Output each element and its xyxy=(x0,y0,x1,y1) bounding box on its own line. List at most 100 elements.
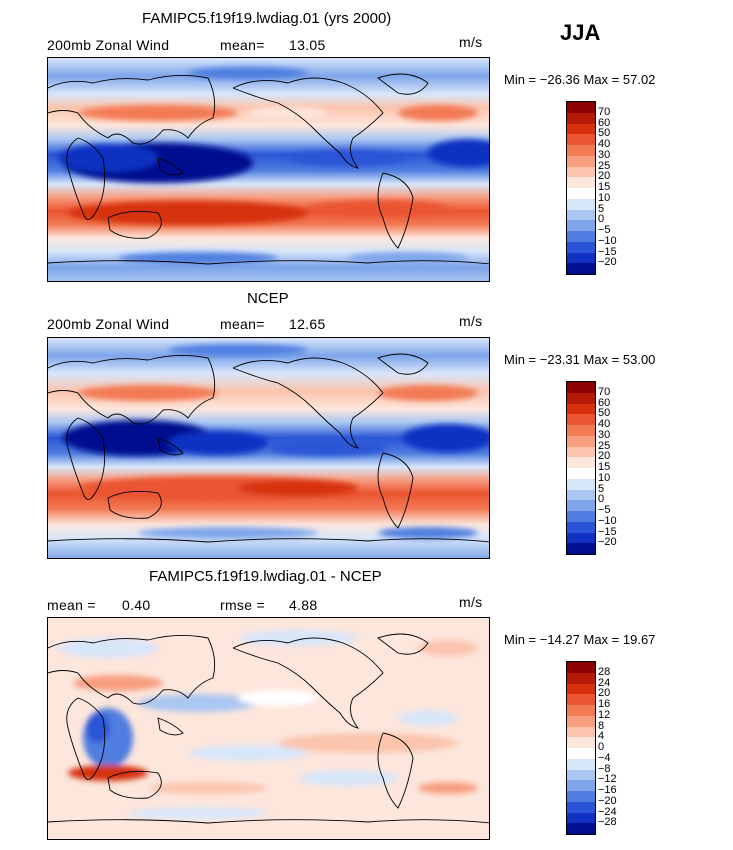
colorbar-swatch xyxy=(567,662,595,673)
colorbar-tick-label: 10 xyxy=(598,471,611,484)
colorbar-swatch xyxy=(567,263,595,274)
panel2-contour-field xyxy=(48,338,489,558)
colorbar-swatch xyxy=(567,511,595,522)
colorbar-tick-label: −8 xyxy=(598,762,611,775)
colorbar-tick-label: 20 xyxy=(598,170,611,183)
season-label: JJA xyxy=(560,20,601,45)
colorbar-tick-label: 16 xyxy=(598,698,611,710)
panel3-map xyxy=(47,617,490,840)
panel3-title: FAMIPC5.f19f19.lwdiag.01 - NCEP xyxy=(149,568,382,585)
panel1-minmax: Min = −26.36 Max = 57.02 xyxy=(504,72,656,87)
colorbar-swatch xyxy=(567,532,595,544)
colorbar-swatch xyxy=(567,392,595,404)
colorbar-swatch xyxy=(567,823,595,834)
colorbar-tick-label: 12 xyxy=(598,708,611,721)
colorbar-swatch xyxy=(567,241,595,253)
colorbar-tick-label: −28 xyxy=(598,816,617,829)
colorbar-swatch xyxy=(567,801,595,813)
panel2-map xyxy=(47,337,490,559)
colorbar-swatch xyxy=(567,198,595,210)
panel3-colorbar-swatches xyxy=(567,662,595,834)
colorbar-swatch xyxy=(567,812,595,824)
colorbar-tick-label: 70 xyxy=(598,385,611,398)
panel3-rmse-value: 4.88 xyxy=(289,597,318,613)
panel2-mean-value: 12.65 xyxy=(289,316,326,332)
colorbar-tick-label: −20 xyxy=(598,536,617,549)
colorbar-tick-label: 50 xyxy=(598,407,611,420)
colorbar-tick-label: −15 xyxy=(598,245,617,258)
panel1-title: FAMIPC5.f19f19.lwdiag.01 (yrs 2000) xyxy=(142,10,392,27)
panel3-mean-value: 0.40 xyxy=(122,597,151,613)
colorbar-swatch xyxy=(567,134,595,145)
panel1-mean-value: 13.05 xyxy=(289,37,326,53)
panel2-mean-label: mean= xyxy=(220,316,265,332)
colorbar-swatch xyxy=(567,726,595,738)
colorbar-swatch xyxy=(567,123,595,135)
colorbar-tick-label: 50 xyxy=(598,127,611,140)
colorbar-tick-label: 15 xyxy=(598,461,611,473)
colorbar-swatch xyxy=(567,112,595,124)
colorbar-swatch xyxy=(567,220,595,231)
panel1-units: m/s xyxy=(459,34,483,50)
panel3-colorbar xyxy=(566,661,596,835)
colorbar-swatch xyxy=(567,435,595,447)
colorbar-tick-label: −20 xyxy=(598,794,617,807)
colorbar-tick-label: 15 xyxy=(598,181,611,193)
colorbar-swatch xyxy=(567,252,595,264)
colorbar-tick-label: 5 xyxy=(598,482,605,495)
colorbar-swatch xyxy=(567,694,595,705)
panel2-colorbar-swatches xyxy=(567,382,595,554)
colorbar-tick-label: 60 xyxy=(598,396,611,409)
panel3-rmse-label: rmse = xyxy=(220,597,265,613)
panel1-coastlines xyxy=(48,73,489,265)
colorbar-swatch xyxy=(567,500,595,511)
colorbar-tick-label: 4 xyxy=(598,730,605,743)
colorbar-tick-label: 28 xyxy=(598,665,611,678)
panel2-colorbar xyxy=(566,381,596,555)
colorbar-tick-label: 25 xyxy=(598,439,611,452)
colorbar-swatch xyxy=(567,737,595,748)
colorbar-swatch xyxy=(567,489,595,501)
colorbar-tick-label: 8 xyxy=(598,719,605,732)
colorbar-tick-label: −5 xyxy=(598,504,611,516)
colorbar-swatch xyxy=(567,715,595,727)
panel2-units: m/s xyxy=(459,313,483,329)
colorbar-tick-label: −4 xyxy=(598,751,611,764)
colorbar-swatch xyxy=(567,791,595,802)
colorbar-swatch xyxy=(567,209,595,221)
colorbar-swatch xyxy=(567,468,595,479)
panel1-colorbar-swatches xyxy=(567,102,595,274)
colorbar-tick-label: −16 xyxy=(598,784,617,796)
colorbar-swatch xyxy=(567,231,595,242)
colorbar-swatch xyxy=(567,769,595,781)
panel3-units: m/s xyxy=(459,594,483,610)
colorbar-tick-label: 20 xyxy=(598,687,611,700)
panel2-coastlines xyxy=(48,353,489,543)
colorbar-swatch xyxy=(567,188,595,199)
colorbar-swatch xyxy=(567,521,595,533)
colorbar-tick-label: −12 xyxy=(598,773,617,786)
colorbar-tick-label: 0 xyxy=(598,493,605,506)
colorbar-tick-label: 24 xyxy=(598,676,611,689)
colorbar-tick-label: 30 xyxy=(598,428,611,441)
colorbar-tick-label: −15 xyxy=(598,525,617,538)
colorbar-swatch xyxy=(567,145,595,156)
colorbar-tick-label: 25 xyxy=(598,159,611,172)
panel2-minmax: Min = −23.31 Max = 53.00 xyxy=(504,352,656,367)
colorbar-tick-label: 40 xyxy=(598,138,611,150)
panel3-contour-field xyxy=(48,618,489,839)
colorbar-swatch xyxy=(567,155,595,167)
colorbar-tick-label: 70 xyxy=(598,105,611,118)
panel2-field-label: 200mb Zonal Wind xyxy=(47,316,170,332)
colorbar-swatch xyxy=(567,425,595,436)
colorbar-tick-label: 0 xyxy=(598,741,605,753)
colorbar-tick-label: −20 xyxy=(598,256,617,269)
colorbar-swatch xyxy=(567,748,595,759)
panel3-coastlines xyxy=(48,633,489,824)
colorbar-swatch xyxy=(567,382,595,393)
colorbar-swatch xyxy=(567,177,595,188)
colorbar-swatch xyxy=(567,758,595,770)
colorbar-tick-label: 0 xyxy=(598,213,605,226)
colorbar-swatch xyxy=(567,543,595,554)
panel3-minmax: Min = −14.27 Max = 19.67 xyxy=(504,632,656,647)
